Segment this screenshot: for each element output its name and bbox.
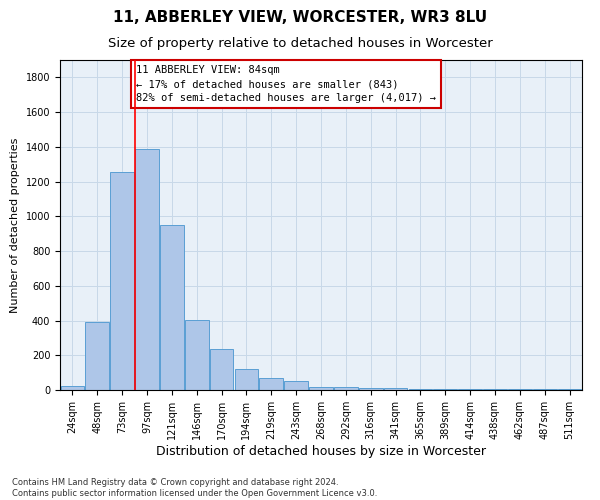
- Bar: [384, 388, 407, 390]
- Bar: [359, 388, 383, 390]
- Bar: [334, 388, 358, 390]
- Bar: [259, 378, 283, 390]
- Text: 11, ABBERLEY VIEW, WORCESTER, WR3 8LU: 11, ABBERLEY VIEW, WORCESTER, WR3 8LU: [113, 10, 487, 25]
- Bar: [409, 389, 432, 390]
- Text: Size of property relative to detached houses in Worcester: Size of property relative to detached ho…: [107, 38, 493, 51]
- Bar: [210, 349, 233, 390]
- Bar: [284, 382, 308, 390]
- Bar: [508, 389, 532, 390]
- Text: Contains HM Land Registry data © Crown copyright and database right 2024.
Contai: Contains HM Land Registry data © Crown c…: [12, 478, 377, 498]
- Bar: [85, 322, 109, 390]
- Bar: [309, 386, 333, 390]
- Bar: [235, 369, 258, 390]
- Text: 11 ABBERLEY VIEW: 84sqm
← 17% of detached houses are smaller (843)
82% of semi-d: 11 ABBERLEY VIEW: 84sqm ← 17% of detache…: [136, 65, 436, 103]
- Bar: [110, 172, 134, 390]
- Bar: [533, 389, 557, 390]
- Bar: [483, 389, 507, 390]
- Y-axis label: Number of detached properties: Number of detached properties: [10, 138, 20, 312]
- Bar: [61, 386, 84, 390]
- Bar: [135, 148, 159, 390]
- Bar: [458, 389, 482, 390]
- Bar: [558, 389, 581, 390]
- Bar: [433, 389, 457, 390]
- Bar: [160, 225, 184, 390]
- X-axis label: Distribution of detached houses by size in Worcester: Distribution of detached houses by size …: [156, 444, 486, 458]
- Bar: [185, 320, 209, 390]
